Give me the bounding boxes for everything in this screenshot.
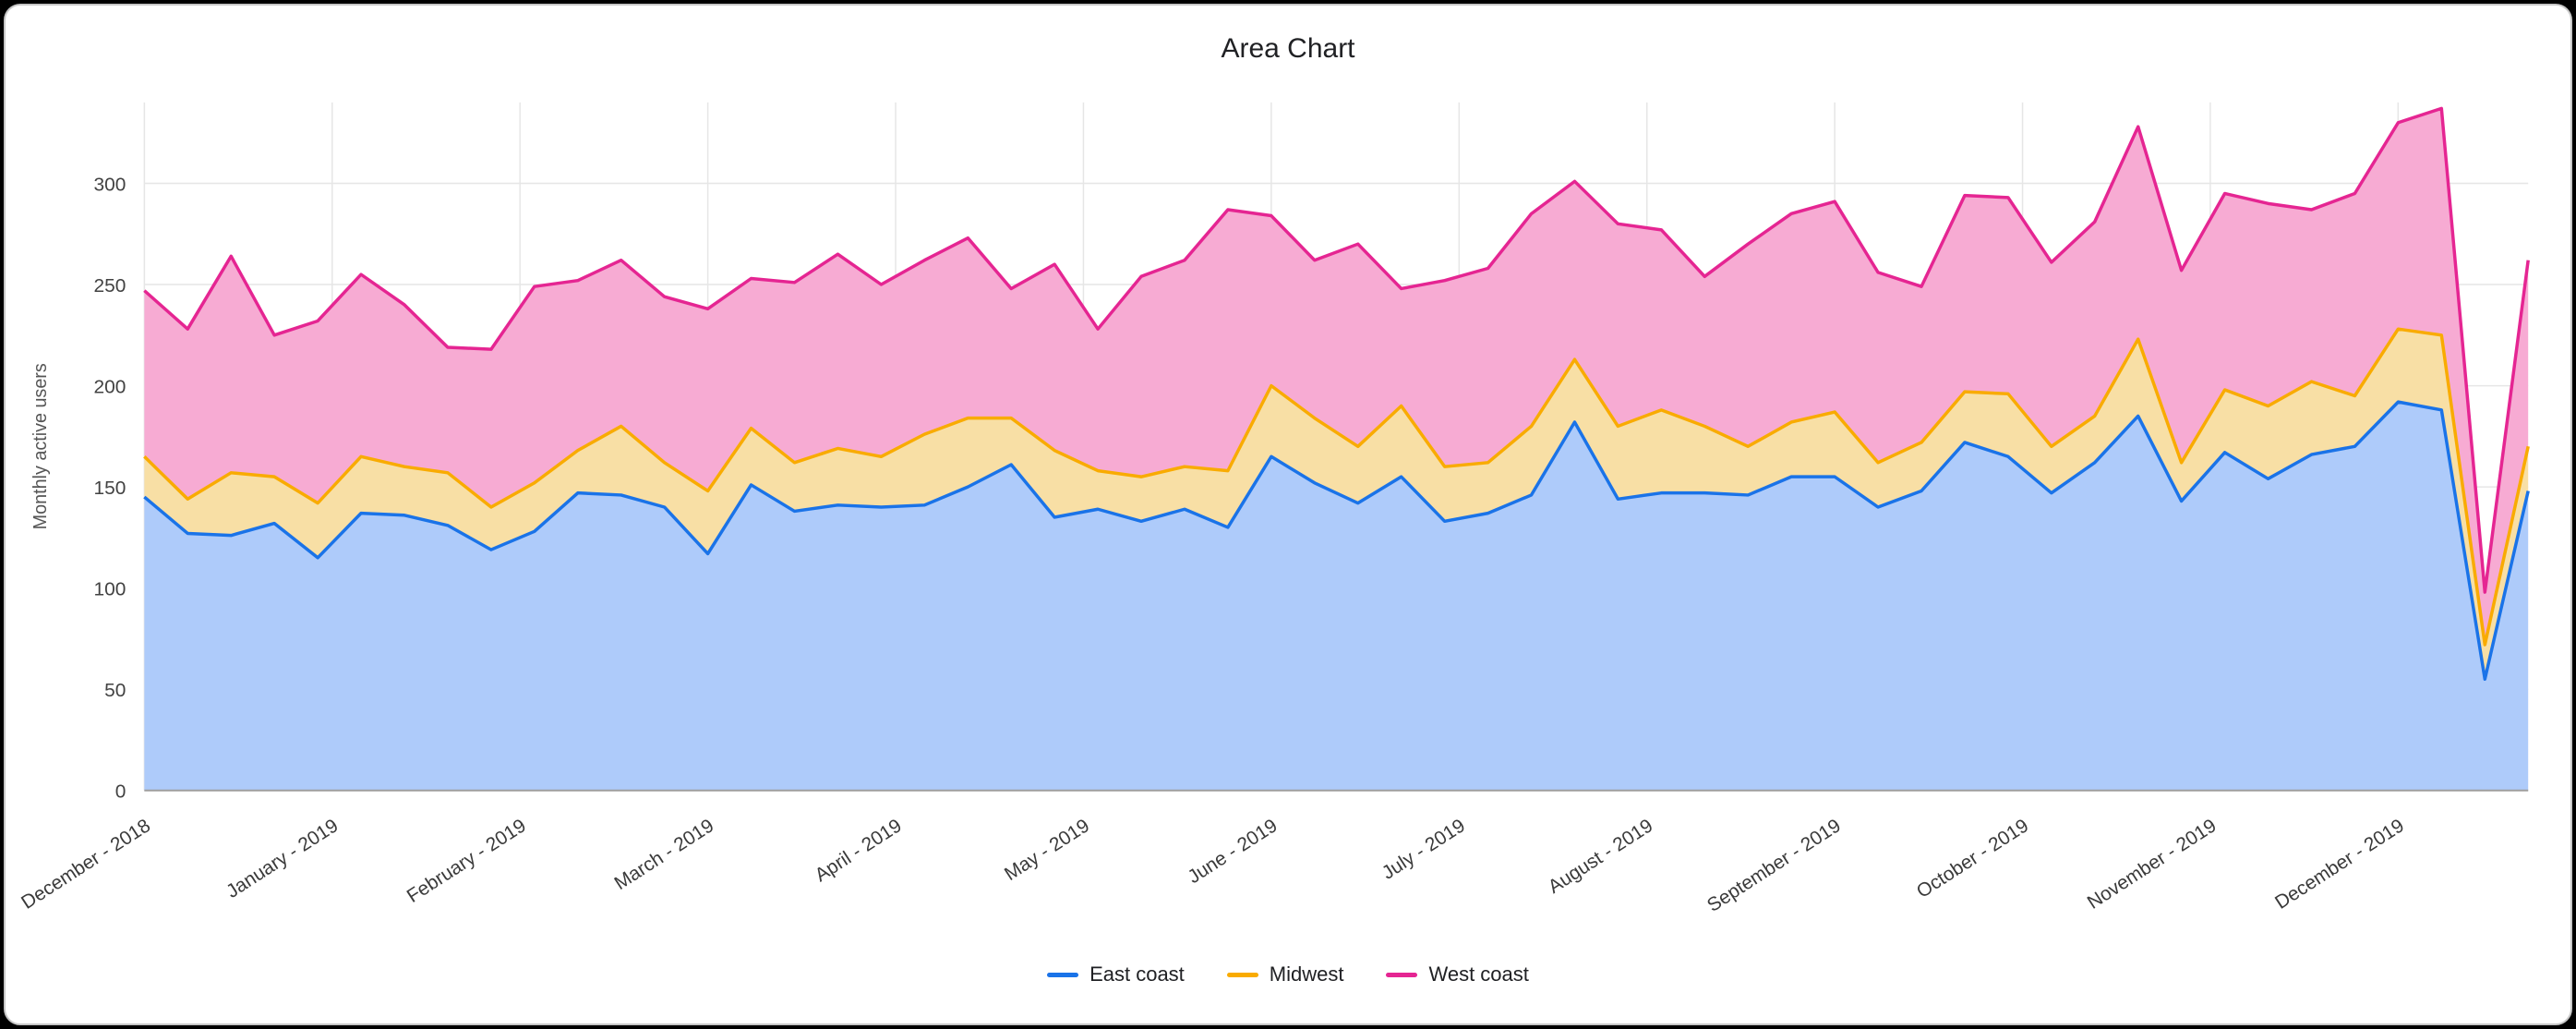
svg-text:December - 2018: December - 2018 <box>18 815 154 914</box>
chart-title: Area Chart <box>1221 33 1355 64</box>
legend-swatch-east-coast-icon <box>1047 972 1079 977</box>
svg-text:May - 2019: May - 2019 <box>1001 815 1093 885</box>
legend-label-east-coast: East coast <box>1089 962 1185 986</box>
svg-text:0: 0 <box>115 781 126 803</box>
chart-legend: East coast Midwest West coast <box>6 962 2570 987</box>
legend-item-east-coast[interactable]: East coast <box>1047 962 1185 987</box>
svg-text:300: 300 <box>94 174 126 195</box>
legend-swatch-midwest-icon <box>1226 972 1258 977</box>
svg-text:100: 100 <box>94 579 126 600</box>
area-chart-plot[interactable]: 0 50 100 150 200 250 300 December - 2018 January… <box>6 6 2570 1023</box>
svg-text:Monthly active users: Monthly active users <box>30 363 51 529</box>
svg-text:June - 2019: June - 2019 <box>1184 815 1281 888</box>
legend-item-midwest[interactable]: Midwest <box>1226 962 1344 987</box>
chart-card: Area Chart 0 50 100 150 200 250 300 December - … <box>4 4 2572 1025</box>
legend-label-midwest: Midwest <box>1269 962 1344 986</box>
svg-text:December - 2019: December - 2019 <box>2271 815 2408 914</box>
svg-text:200: 200 <box>94 377 126 398</box>
svg-text:January - 2019: January - 2019 <box>223 815 342 902</box>
svg-text:August - 2019: August - 2019 <box>1545 815 1657 898</box>
svg-text:150: 150 <box>94 478 126 499</box>
svg-text:July - 2019: July - 2019 <box>1378 815 1469 884</box>
legend-label-west-coast: West coast <box>1428 962 1529 986</box>
svg-text:February - 2019: February - 2019 <box>403 815 530 907</box>
svg-text:250: 250 <box>94 275 126 297</box>
legend-swatch-west-coast-icon <box>1386 972 1418 977</box>
svg-text:March - 2019: March - 2019 <box>610 815 717 894</box>
svg-text:October - 2019: October - 2019 <box>1913 815 2032 902</box>
legend-item-west-coast[interactable]: West coast <box>1386 962 1529 987</box>
svg-text:September - 2019: September - 2019 <box>1703 815 1845 916</box>
svg-text:50: 50 <box>104 680 126 701</box>
svg-text:April - 2019: April - 2019 <box>812 815 906 886</box>
svg-text:November - 2019: November - 2019 <box>2084 815 2221 914</box>
